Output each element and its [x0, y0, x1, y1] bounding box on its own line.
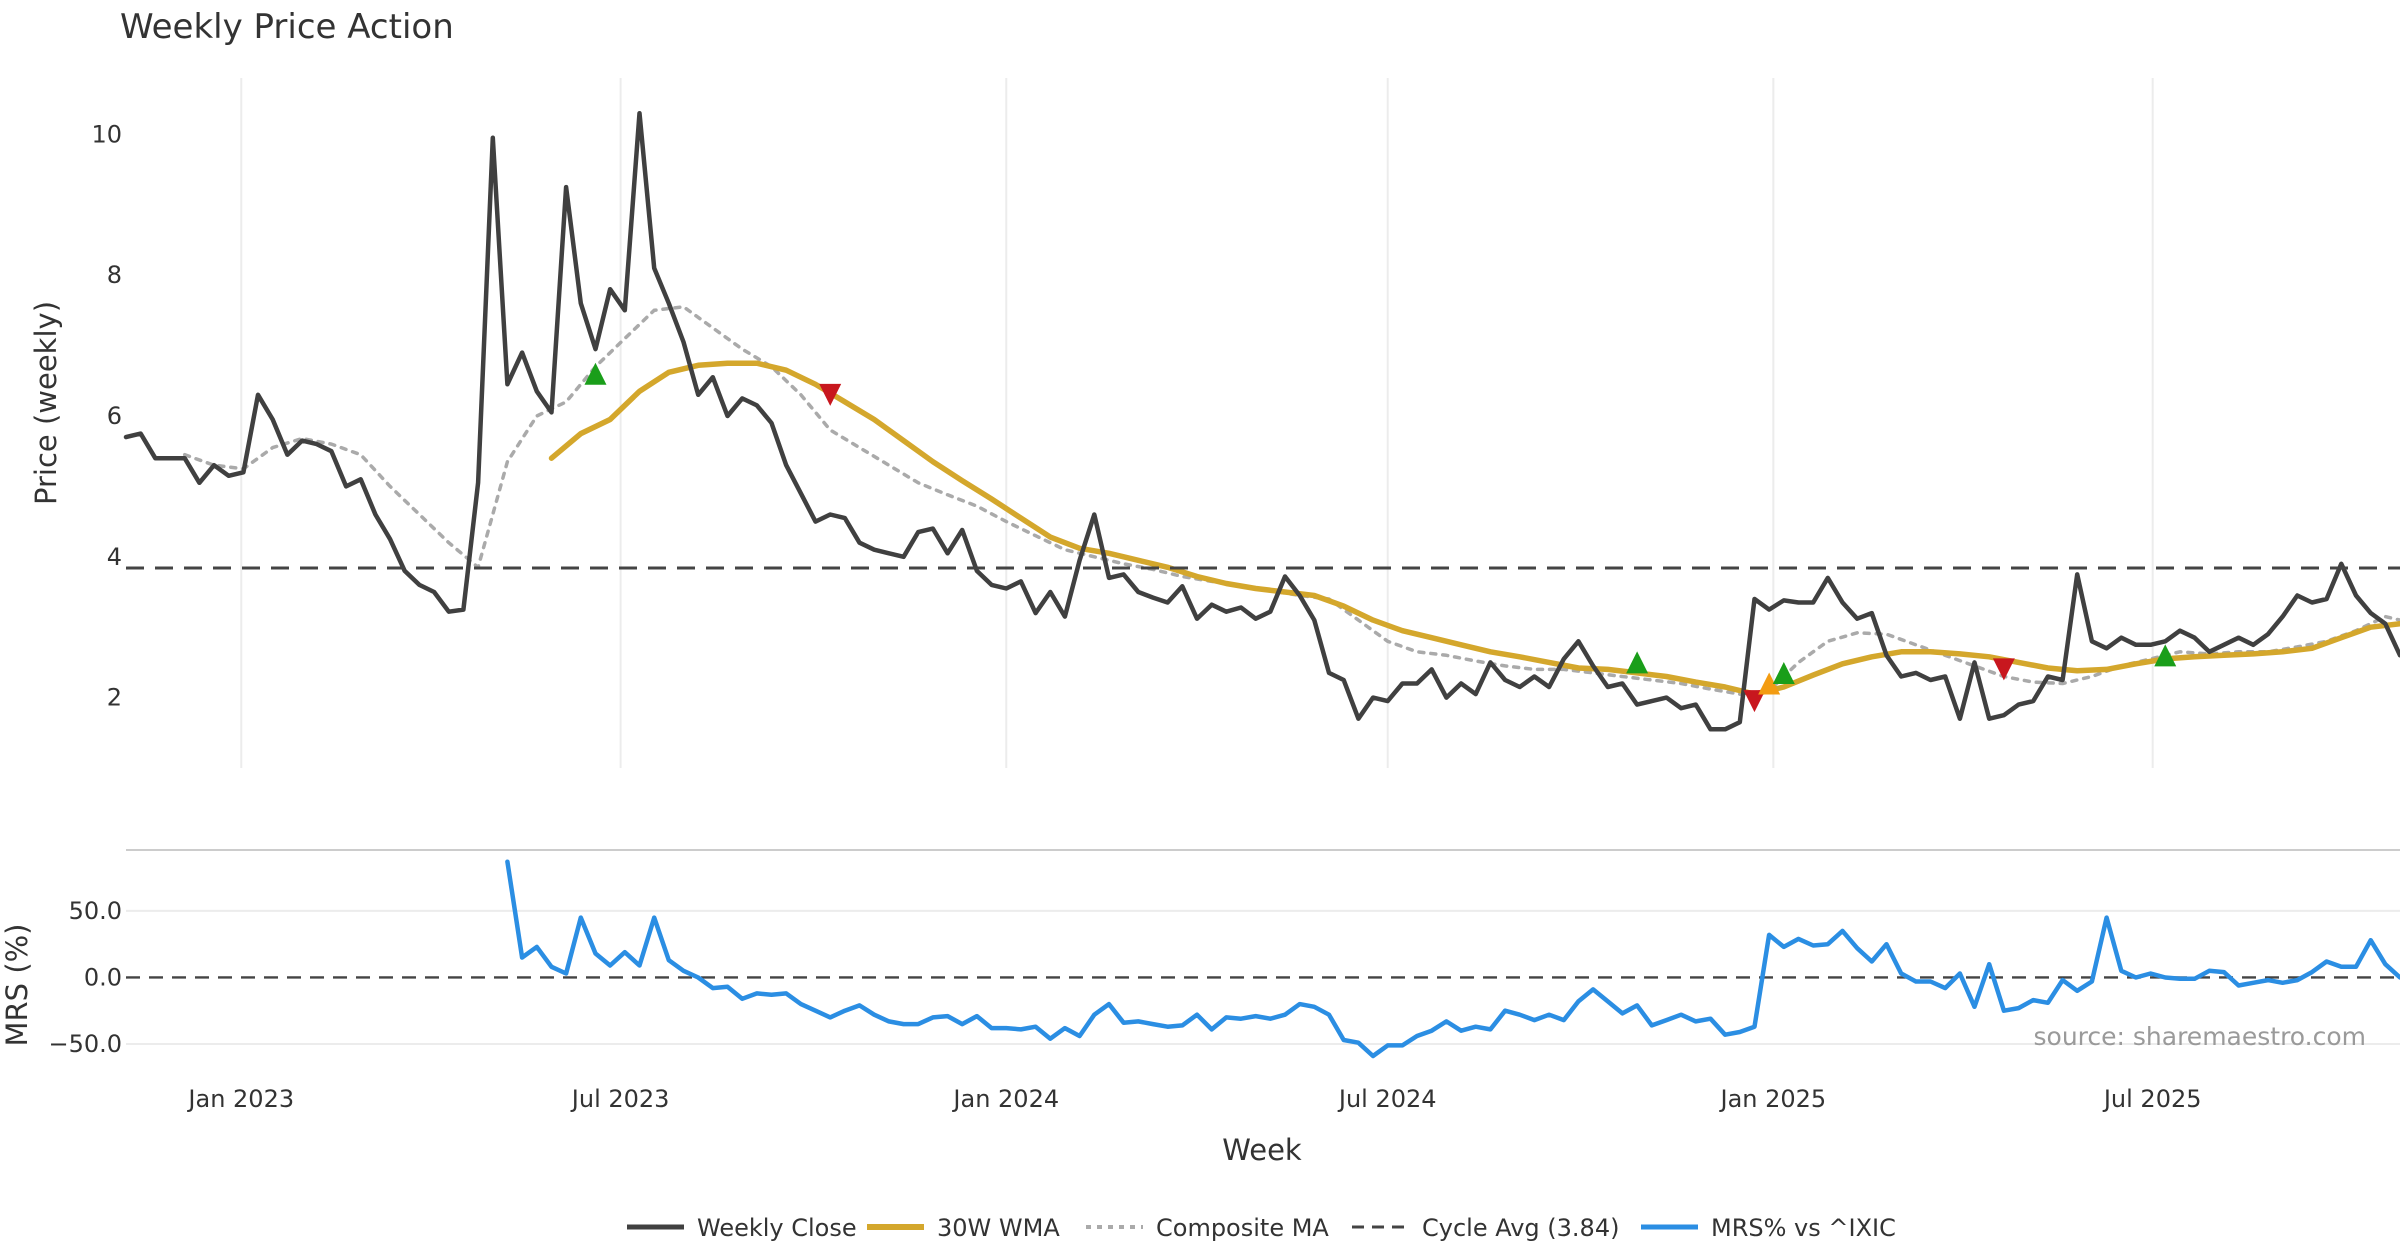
mrs-ixic-line	[505, 859, 2400, 1059]
legend-label-30w-wma: 30W WMA	[937, 1214, 1060, 1242]
mrs-series-layer	[505, 859, 2400, 1059]
price-series-layer	[123, 110, 2400, 732]
signal-markers	[584, 362, 2177, 713]
weekly-close-line	[123, 110, 2400, 732]
x-tick-label-jan-2025: Jan 2025	[1718, 1085, 1826, 1113]
price-y-tick-10: 10	[91, 120, 122, 148]
chart-legend: Weekly Close 30W WMA Composite MA Cycle Avg…	[627, 1214, 1896, 1242]
legend-label-weekly-close: Weekly Close	[697, 1214, 857, 1242]
chart-title: Weekly Price Action	[120, 7, 454, 47]
x-tick-labels: Jan 2023 Jul 2023 Jan 2024 Jul 2024 Jan 2025…	[186, 1085, 2201, 1113]
sell-signal-marker	[1992, 658, 2015, 681]
price-y-tick-6: 6	[107, 402, 122, 430]
price-panel-gridlines	[240, 78, 2154, 768]
mrs-y-tick-0: 0.0	[84, 963, 122, 991]
x-tick-label-jul-2023: Jul 2023	[570, 1085, 670, 1113]
price-y-tick-8: 8	[107, 261, 122, 289]
mrs-y-tick-labels: 50.0 0.0 −50.0	[48, 897, 122, 1058]
price-y-axis-title: Price (weekly)	[29, 301, 63, 505]
legend-label-cycle-avg-3-84: Cycle Avg (3.84)	[1422, 1214, 1619, 1242]
x-tick-label-jan-2023: Jan 2023	[186, 1085, 294, 1113]
buy-signal-marker	[584, 362, 607, 385]
mrs-y-axis-title: MRS (%)	[0, 924, 34, 1047]
x-tick-label-jan-2024: Jan 2024	[951, 1085, 1059, 1113]
price-y-tick-2: 2	[107, 684, 122, 712]
legend-label-composite-ma: Composite MA	[1156, 1214, 1329, 1242]
x-tick-label-jul-2025: Jul 2025	[2102, 1085, 2202, 1113]
30w-wma-line	[548, 360, 2400, 697]
sell-signal-marker	[819, 383, 842, 406]
source-annotation: source: sharemaestro.com	[2034, 1022, 2367, 1051]
mrs-y-tick-neg-50: −50.0	[48, 1030, 122, 1058]
price-y-tick-labels: 2 4 6 8 10	[91, 120, 122, 711]
price-y-tick-4: 4	[107, 543, 122, 571]
buy-signal-marker	[1626, 651, 1649, 674]
mrs-panel-gridlines	[126, 909, 2400, 1046]
x-tick-label-jul-2024: Jul 2024	[1337, 1085, 1437, 1113]
neutral-signal-marker	[1758, 672, 1781, 695]
buy-signal-marker	[2154, 644, 2177, 667]
mrs-y-tick-50: 50.0	[69, 897, 122, 925]
legend-label-mrs-vs-ixic: MRS% vs ^IXIC	[1711, 1214, 1896, 1242]
buy-signal-marker	[1772, 661, 1795, 684]
sell-signal-marker	[1743, 690, 1766, 713]
x-axis-title: Week	[1222, 1133, 1302, 1167]
